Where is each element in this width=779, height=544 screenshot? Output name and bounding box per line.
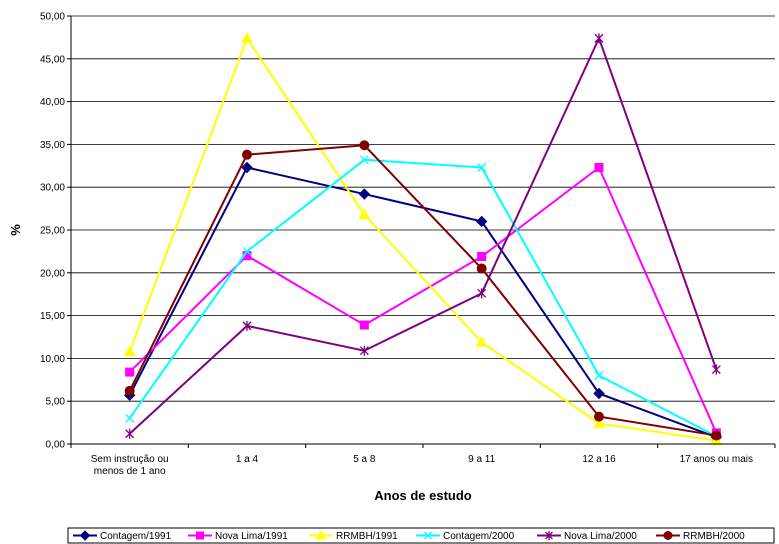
- data-point: [594, 371, 604, 380]
- data-point: [545, 531, 553, 540]
- data-point: [475, 336, 488, 347]
- series-line: [128, 158, 717, 438]
- data-point: [711, 364, 721, 375]
- y-tick-label: 10,00: [40, 354, 65, 365]
- series-group: [123, 32, 723, 446]
- legend-label: Contagem/2000: [443, 531, 515, 542]
- legend-item: RRMBH/2000: [656, 531, 745, 542]
- data-point: [241, 32, 253, 43]
- series-rrmbh-2000: [124, 140, 722, 441]
- data-point: [477, 252, 487, 262]
- data-point: [359, 320, 369, 330]
- x-tick-label: 5 a 8: [353, 454, 376, 465]
- data-point: [242, 149, 252, 160]
- y-axis-title: %: [8, 224, 23, 236]
- series-rrmbh-1991: [123, 32, 723, 446]
- legend-label: RRMBH/1991: [336, 531, 398, 542]
- y-tick-label: 0,00: [46, 440, 66, 451]
- x-axis-ticks: Sem instrução ou menos de 1 ano 1 a 4 5 a 8…: [70, 444, 776, 477]
- data-point: [359, 155, 369, 165]
- legend-item: Nova Lima/1991: [188, 531, 288, 542]
- x-tick-label: 1 a 4: [236, 454, 259, 465]
- data-point: [594, 411, 604, 422]
- data-point: [241, 161, 253, 174]
- data-point: [196, 531, 204, 540]
- data-point: [358, 208, 371, 220]
- data-point: [711, 430, 722, 441]
- data-point: [242, 320, 252, 331]
- legend-label: Nova Lima/1991: [215, 531, 288, 542]
- data-point: [124, 385, 135, 396]
- legend-item: Contagem/1991: [73, 530, 172, 542]
- y-tick-label: 25,00: [40, 226, 65, 237]
- data-point: [475, 215, 488, 228]
- data-point: [242, 246, 252, 256]
- y-tick-label: 35,00: [40, 140, 65, 151]
- data-point: [476, 263, 487, 274]
- data-point: [358, 188, 371, 200]
- data-point: [315, 529, 327, 540]
- data-point: [359, 345, 369, 356]
- series-nova-lima-2000: [125, 33, 721, 439]
- y-tick-label: 30,00: [40, 183, 65, 194]
- data-point: [477, 163, 487, 172]
- series-line: [128, 36, 717, 442]
- legend-label: RRMBH/2000: [683, 531, 745, 542]
- series-contagem-1991: [123, 161, 723, 443]
- legend-item: RRMBH/1991: [309, 529, 398, 542]
- x-tick-label: 12 a 16: [582, 454, 616, 465]
- y-tick-label: 20,00: [40, 268, 65, 279]
- data-point: [123, 345, 136, 357]
- data-point: [359, 140, 370, 151]
- legend-item: Nova Lima/2000: [537, 531, 637, 542]
- y-tick-label: 45,00: [40, 54, 65, 65]
- y-tick-label: 5,00: [46, 397, 66, 408]
- data-point: [594, 163, 604, 173]
- x-tick-label: 9 a 11: [468, 454, 495, 465]
- x-tick-label: 17 anos ou mais: [680, 454, 753, 465]
- data-point: [477, 288, 487, 299]
- data-point: [79, 530, 91, 541]
- legend-item: Contagem/2000: [416, 531, 515, 542]
- data-point: [594, 33, 604, 44]
- series-nova-lima-1991: [125, 163, 721, 438]
- y-tick-label: 40,00: [40, 97, 65, 108]
- series-line: [128, 35, 718, 435]
- series-contagem-2000: [125, 155, 721, 441]
- legend: Contagem/1991 Nova Lima/1991 RRMBH/1991 Con…: [67, 527, 775, 544]
- data-point: [125, 413, 135, 423]
- x-axis-title: Anos de estudo: [374, 488, 472, 503]
- data-point: [593, 387, 605, 400]
- legend-label: Contagem/1991: [100, 531, 172, 542]
- data-point: [125, 367, 135, 377]
- x-tick-label: Sem instrução ou menos de 1 ano: [91, 454, 169, 477]
- series-line: [128, 165, 718, 434]
- data-point: [593, 417, 605, 428]
- data-point: [663, 531, 673, 540]
- legend-label: Nova Lima/2000: [564, 531, 637, 542]
- y-axis-ticks: 0,00 5,00 10,00 15,00 20,00 25,00 30,00 35,00 40…: [40, 12, 71, 451]
- y-tick-label: 15,00: [40, 311, 65, 322]
- series-line: [128, 144, 717, 437]
- data-point: [125, 428, 135, 439]
- y-tick-label: 50,00: [40, 12, 65, 23]
- data-point: [424, 531, 432, 540]
